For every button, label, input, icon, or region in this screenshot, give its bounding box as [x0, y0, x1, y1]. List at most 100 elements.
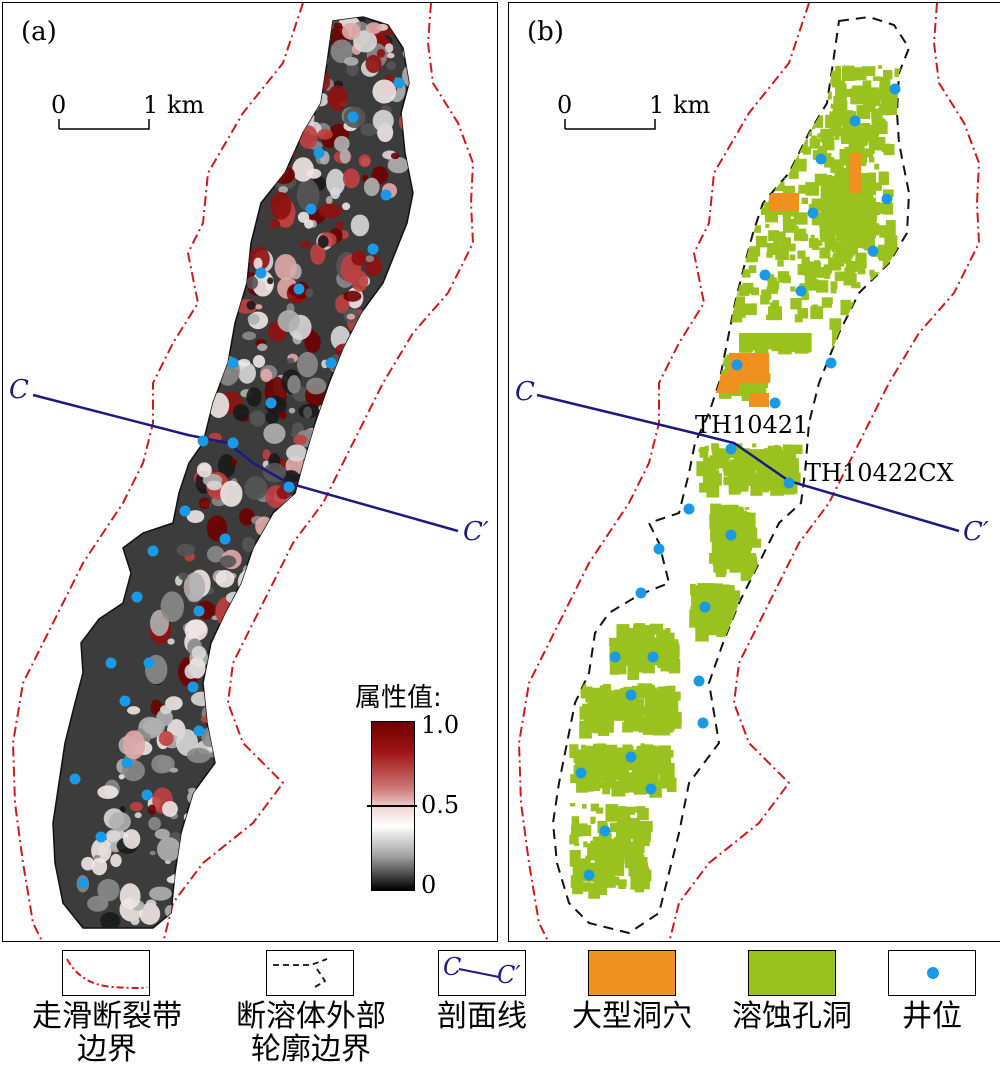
vug-patch [771, 72, 777, 77]
well-markers-a [69, 77, 405, 889]
vug-patch [742, 233, 752, 243]
vug-patch [807, 279, 819, 291]
vug-patch [632, 687, 646, 699]
vug-patch [781, 143, 788, 150]
vug-patch [731, 506, 744, 516]
attribute-blob [97, 878, 120, 902]
vug-patch [747, 179, 753, 185]
vug-patch [627, 746, 634, 752]
attribute-blob [243, 694, 259, 710]
legend-vug-swatch [748, 950, 836, 996]
vug-patch [601, 712, 612, 722]
well-point [867, 245, 879, 257]
attribute-blob [190, 691, 214, 707]
vug-patch [574, 842, 580, 847]
attribute-blob [402, 45, 413, 62]
large-cave-patch [849, 153, 861, 193]
attribute-blob [372, 79, 397, 104]
vug-patch [617, 879, 627, 887]
vug-patch [829, 318, 842, 330]
vug-patch [822, 175, 832, 183]
vug-patch [730, 279, 739, 288]
well-point [625, 689, 637, 701]
attribute-blob [206, 480, 223, 491]
vug-patch [637, 632, 644, 640]
attribute-blob [185, 809, 206, 837]
attribute-blob [249, 410, 266, 427]
vug-patch [726, 590, 741, 602]
vug-patch [879, 76, 891, 88]
vug-patch [849, 67, 863, 81]
vug-patch [699, 461, 706, 469]
vug-patch [575, 756, 585, 768]
vug-patch [731, 200, 745, 214]
attribute-blob [408, 89, 413, 100]
well-point [575, 767, 587, 779]
vug-patch [866, 341, 881, 363]
vug-patch [699, 482, 706, 493]
large-cave-patch [709, 373, 739, 393]
well-point [769, 397, 781, 409]
attribute-blob [284, 503, 297, 517]
vug-patch [710, 481, 719, 487]
vug-patch [840, 136, 845, 141]
vug-patch [618, 828, 628, 841]
vug-patch [758, 132, 765, 140]
vug-patch [640, 743, 645, 748]
vug-patch [644, 630, 650, 638]
vug-patch [585, 759, 596, 774]
colorbar-mid-tick [367, 805, 417, 807]
vug-patch [589, 752, 596, 761]
vug-patch [734, 313, 742, 321]
attribute-blob [263, 423, 286, 444]
vug-patch [824, 237, 831, 244]
vug-patch [636, 711, 644, 720]
attribute-blob [81, 856, 95, 871]
vug-patch [821, 200, 831, 212]
attribute-blob [305, 288, 314, 298]
vug-patch [710, 517, 721, 527]
vug-patch [824, 238, 837, 251]
vug-patch [633, 749, 643, 760]
well-point [193, 605, 205, 617]
vug-patch [885, 280, 892, 288]
vug-patch [782, 157, 791, 167]
attribute-blob [298, 125, 318, 149]
vug-patch [843, 273, 857, 286]
vug-patch [797, 95, 805, 103]
attribute-blob [232, 634, 240, 639]
vug-patch [857, 172, 868, 183]
attribute-blob [183, 572, 206, 602]
vug-patch [619, 691, 632, 703]
vug-patch [857, 266, 866, 275]
vug-patch [732, 522, 745, 534]
vug-patch [790, 244, 796, 250]
vug-patch [742, 540, 752, 555]
vug-patch [823, 226, 834, 242]
vug-patch [656, 631, 667, 646]
vug-patch [811, 198, 823, 210]
attribute-blob [319, 203, 343, 219]
vug-patch [863, 210, 870, 216]
attribute-blob [336, 220, 343, 231]
vug-patch [807, 92, 813, 99]
vug-patch [738, 192, 744, 198]
attribute-blob [216, 744, 237, 767]
well-point [759, 269, 771, 281]
vug-patch [602, 774, 611, 785]
attribute-blob [365, 54, 382, 74]
attribute-blob [148, 816, 161, 831]
large-cave-patch [854, 398, 874, 418]
vug-patch [761, 185, 770, 194]
vug-patch [604, 848, 617, 861]
large-cave-patch [839, 413, 857, 427]
vug-patch [756, 378, 766, 391]
attribute-blob [242, 331, 257, 341]
attribute-blob [330, 187, 341, 200]
vug-patch [620, 756, 632, 769]
large-cave-patch [749, 393, 769, 407]
panel-b-canvas [517, 3, 981, 941]
attribute-blob [372, 109, 394, 132]
attribute-blob [410, 34, 413, 40]
vug-patch [692, 605, 703, 620]
